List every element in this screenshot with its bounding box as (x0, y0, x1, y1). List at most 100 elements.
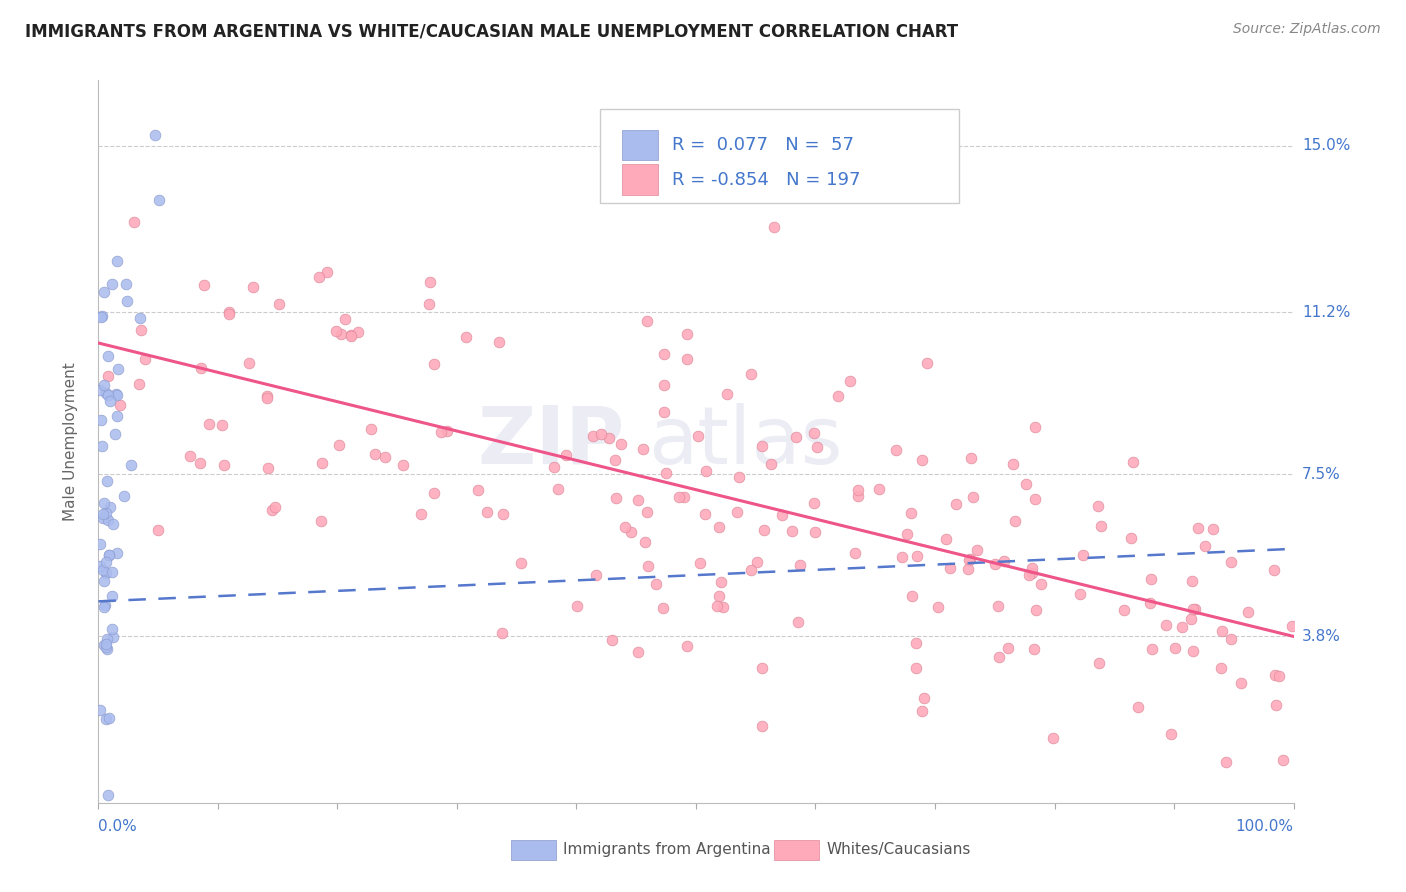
Point (148, 194, 170, 208)
Point (128, 310, 150, 325)
Point (193, 278, 215, 293)
Text: 15.0%: 15.0% (1302, 138, 1350, 153)
Text: 0.0%: 0.0% (98, 819, 138, 834)
Point (672, 490, 695, 504)
Point (890, 549, 912, 564)
Point (543, 460, 565, 475)
Point (117, 294, 139, 309)
Point (740, 367, 762, 381)
Point (143, 128, 166, 142)
Point (325, 324, 347, 338)
Point (610, 437, 633, 451)
Point (96, 642, 118, 657)
Text: R = -0.854   N = 197: R = -0.854 N = 197 (672, 170, 860, 188)
Point (1140, 572, 1163, 586)
Point (1202, 522, 1225, 536)
Point (598, 431, 620, 445)
Point (1021, 566, 1043, 580)
Point (651, 601, 673, 615)
Point (600, 633, 623, 648)
Point (105, 546, 128, 560)
Point (491, 626, 513, 640)
Point (1181, 574, 1204, 588)
Point (585, 568, 607, 582)
Point (675, 327, 697, 342)
Point (1271, 753, 1294, 767)
Point (707, 520, 730, 534)
Point (935, 532, 957, 546)
Point (1237, 605, 1260, 619)
Point (108, 398, 131, 412)
Point (636, 505, 658, 519)
Point (1088, 657, 1111, 671)
Point (311, 456, 333, 470)
Point (492, 507, 515, 521)
Point (93, 638, 115, 652)
Point (242, 280, 264, 294)
Point (987, 599, 1010, 613)
Point (308, 270, 330, 285)
Point (93, 496, 115, 510)
Point (693, 508, 716, 522)
Bar (773, 839, 820, 860)
Point (98, 548, 121, 562)
Point (360, 422, 382, 436)
Point (706, 599, 728, 614)
Point (652, 405, 675, 419)
Point (1215, 756, 1237, 770)
Point (605, 453, 627, 467)
Text: 100.0%: 100.0% (1236, 819, 1294, 834)
Point (96, 712, 118, 726)
Point (411, 507, 433, 521)
Point (94, 506, 117, 520)
Point (315, 265, 337, 279)
Bar (621, 129, 658, 160)
Point (340, 328, 363, 343)
Point (614, 520, 637, 534)
Point (904, 661, 927, 675)
Point (636, 314, 658, 328)
Point (340, 328, 363, 343)
Point (422, 485, 444, 500)
Point (1171, 620, 1194, 634)
Point (884, 442, 907, 457)
Point (676, 639, 699, 653)
Point (96, 385, 118, 400)
Point (374, 450, 396, 464)
Point (128, 377, 150, 392)
Point (1071, 549, 1094, 563)
Point (686, 428, 709, 442)
Point (198, 417, 221, 431)
Point (96, 632, 118, 647)
Text: ZIP: ZIP (477, 402, 624, 481)
Point (652, 347, 675, 361)
Point (120, 458, 142, 472)
Point (689, 556, 711, 570)
Point (1015, 477, 1038, 491)
Point (987, 649, 1010, 664)
Point (1187, 521, 1209, 535)
Point (785, 430, 807, 444)
Point (1219, 632, 1241, 647)
Point (211, 418, 233, 433)
Point (97, 711, 120, 725)
Point (97, 368, 120, 383)
Point (148, 523, 170, 537)
Point (1024, 492, 1046, 507)
Point (91, 439, 114, 453)
Point (422, 357, 444, 371)
Point (96, 640, 118, 654)
Point (957, 552, 980, 566)
Point (900, 506, 922, 520)
Point (915, 356, 938, 370)
Point (98, 548, 121, 562)
Point (728, 469, 751, 483)
Point (554, 448, 576, 462)
Point (238, 356, 260, 370)
Point (436, 425, 458, 439)
Point (1004, 514, 1026, 528)
Point (456, 330, 478, 344)
Point (97, 513, 120, 527)
Point (89, 559, 111, 574)
Point (467, 483, 489, 497)
